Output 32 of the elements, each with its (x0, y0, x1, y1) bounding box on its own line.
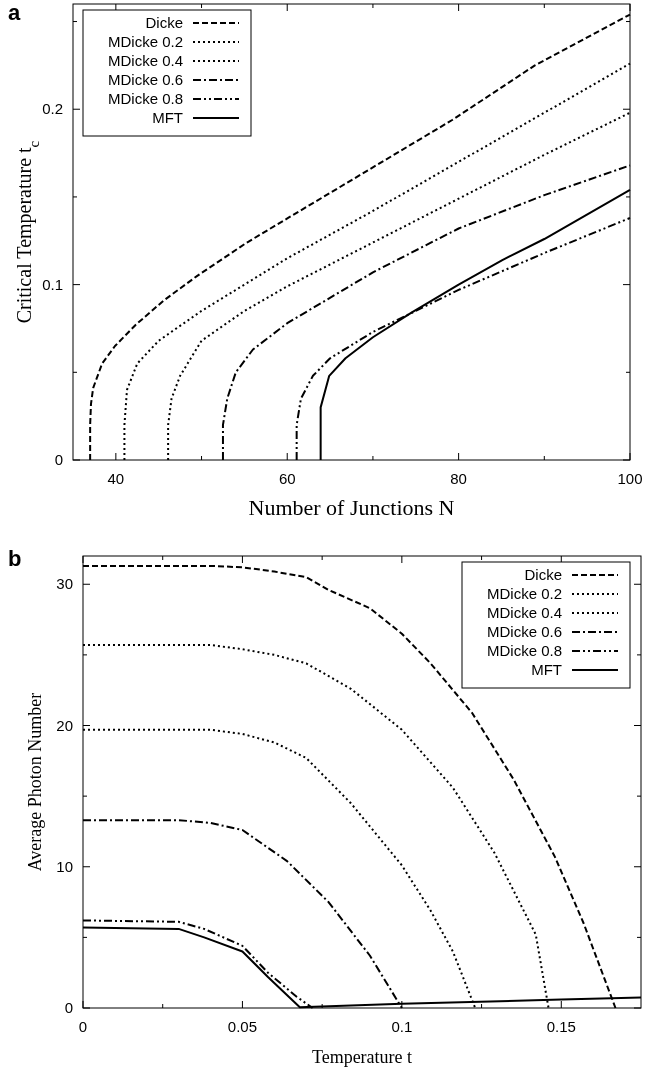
legend-label: Dicke (145, 14, 183, 31)
y-axis-title: Average Photon Number (25, 692, 45, 872)
y-tick-label: 0.1 (42, 275, 63, 293)
legend-label: MDicke 0.8 (107, 90, 183, 107)
y-tick-label: 0 (54, 451, 63, 468)
legend-label: MDicke 0.6 (486, 623, 562, 640)
x-tick-label: 0.15 (546, 1018, 576, 1035)
y-tick-label: 0.2 (42, 100, 63, 118)
y-tick-label: 0 (64, 999, 73, 1016)
x-tick-label: 0.1 (391, 1018, 413, 1035)
x-tick-label: 100 (617, 470, 643, 487)
x-tick-label: 80 (450, 470, 467, 487)
y-tick-label: 30 (56, 575, 73, 593)
legend-label: MDicke 0.4 (486, 604, 562, 621)
legend-label: MDicke 0.4 (107, 52, 183, 69)
y-tick-label: 20 (56, 716, 73, 734)
x-tick-label: 0.05 (227, 1018, 258, 1035)
legend-label: MDicke 0.8 (486, 642, 562, 659)
x-axis-title: Temperature t (311, 1047, 413, 1067)
legend-label: MDicke 0.2 (107, 33, 183, 50)
legend-label: MDicke 0.6 (107, 71, 183, 88)
legend-label: MFT (531, 661, 562, 678)
y-tick-label: 10 (56, 857, 73, 875)
x-axis-title: Number of Junctions N (248, 495, 455, 520)
legend-label: MDicke 0.2 (486, 585, 562, 602)
x-tick-label: 60 (278, 470, 296, 487)
x-tick-label: 0 (78, 1018, 88, 1035)
chart-title: b (8, 546, 22, 571)
chart-title: a (8, 0, 21, 25)
x-tick-label: 40 (107, 470, 125, 487)
legend-label: MFT (152, 109, 183, 126)
legend-label: Dicke (524, 566, 562, 583)
